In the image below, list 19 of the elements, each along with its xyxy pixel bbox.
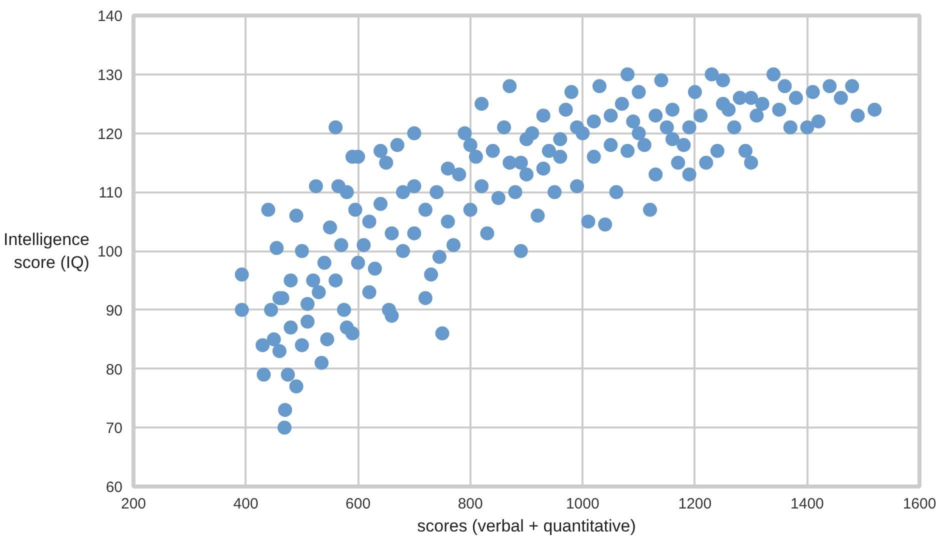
x-tick-label: 1400 <box>790 496 824 512</box>
x-tick-label: 1600 <box>902 496 936 512</box>
y-tick-label: 130 <box>97 66 123 84</box>
y-tick-label: 80 <box>106 361 123 378</box>
x-tick-label: 600 <box>346 496 371 512</box>
y-tick-label: 100 <box>97 244 123 260</box>
y-tick-label: 110 <box>98 184 123 202</box>
y-tick-label: 140 <box>97 8 123 25</box>
y-tick-label: 70 <box>106 420 123 438</box>
y-tick-label: 60 <box>106 479 123 496</box>
x-axis-title: scores (verbal + quantitative) <box>417 516 636 536</box>
y-tick-label: 90 <box>106 302 123 320</box>
x-tick-label: 1200 <box>678 496 712 512</box>
x-tick-label: 200 <box>120 496 146 512</box>
y-tick-label: 120 <box>97 126 123 143</box>
y-axis-title: Intelligence score (IQ) <box>3 230 90 272</box>
x-tick-label: 1000 <box>566 496 600 512</box>
x-tick-label: 800 <box>458 496 483 512</box>
x-tick-label: 400 <box>233 496 258 512</box>
